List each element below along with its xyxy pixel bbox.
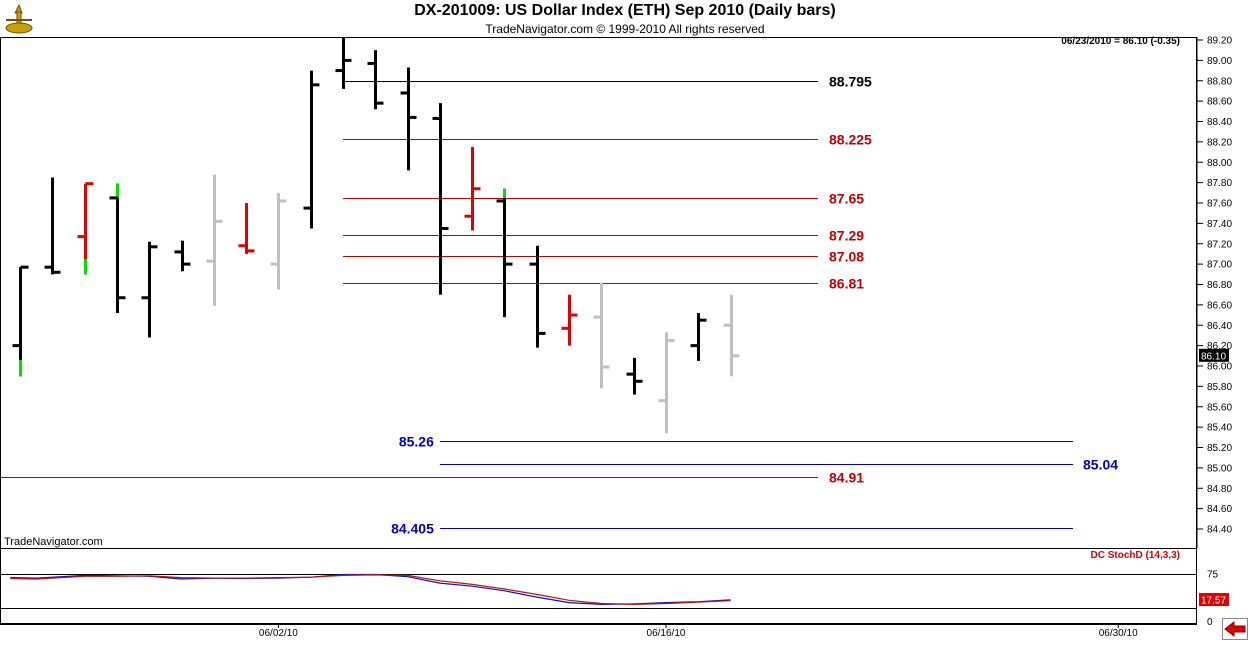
y-tick-label: 88.00 — [1207, 158, 1232, 169]
y-tick-label: 87.20 — [1207, 239, 1232, 250]
level-label: 86.81 — [829, 276, 864, 292]
y-tick-label: 85.00 — [1207, 463, 1232, 474]
y-tick-label: 85.20 — [1207, 443, 1232, 454]
ohlc-bar — [496, 188, 513, 318]
y-tick-label: 85.40 — [1207, 423, 1232, 434]
scroll-left-arrow-icon[interactable] — [1222, 618, 1248, 640]
y-tick-label: 84.80 — [1207, 484, 1232, 495]
y-tick-label: 85.80 — [1207, 382, 1232, 393]
ohlc-bar — [206, 174, 223, 306]
stoch-last-label: 17.57 — [1201, 596, 1226, 607]
ohlc-bar — [44, 177, 61, 275]
ohlc-bar — [593, 282, 610, 389]
stoch-series-line — [10, 574, 731, 606]
y-tick-label: 87.60 — [1207, 199, 1232, 210]
ohlc-bar — [367, 50, 384, 110]
y-tick-label: 84.40 — [1207, 525, 1232, 536]
y-tick-label: 88.20 — [1207, 137, 1232, 148]
y-tick-label: 89.00 — [1207, 56, 1232, 67]
indicator-panel-border — [0, 548, 1197, 624]
y-tick-label: 85.60 — [1207, 402, 1232, 413]
y-tick-label: 88.60 — [1207, 97, 1232, 108]
indicator-label: DC StochD (14,3,3) — [1090, 550, 1180, 561]
y-tick-label: 86.40 — [1207, 321, 1232, 332]
ohlc-bar — [238, 203, 255, 254]
ohlc-bar — [658, 332, 675, 434]
stoch-last-box — [1199, 593, 1229, 607]
stoch-tick-0: 0 — [1207, 617, 1213, 628]
ohlc-bar — [432, 103, 449, 295]
date-label: 06/02/10 — [259, 628, 298, 639]
ohlc-bar — [335, 37, 352, 89]
y-tick-label: 86.00 — [1207, 362, 1232, 373]
level-label: 87.29 — [829, 228, 864, 244]
chart-title: DX-201009: US Dollar Index (ETH) Sep 201… — [414, 2, 836, 19]
level-label: 88.795 — [829, 74, 872, 90]
date-label: 06/30/10 — [1099, 628, 1138, 639]
y-tick-label: 88.80 — [1207, 76, 1232, 87]
ohlc-bar — [723, 294, 740, 377]
y-tick-label: 86.20 — [1207, 341, 1232, 352]
y-tick-label: 84.60 — [1207, 504, 1232, 515]
level-label: 88.225 — [829, 132, 872, 148]
last-price-box — [1199, 348, 1229, 362]
price-panel-border — [0, 37, 1197, 549]
level-label: 84.405 — [391, 521, 434, 537]
ohlc-bar — [270, 192, 287, 290]
ohlc-bar — [174, 240, 191, 272]
date-label: 06/16/10 — [647, 628, 686, 639]
y-tick-label: 87.80 — [1207, 178, 1232, 189]
ohlc-bar — [690, 313, 707, 361]
ohlc-bar — [109, 183, 126, 314]
ohlc-bar — [529, 245, 546, 348]
ohlc-bar — [464, 146, 481, 231]
last-price-label: 86.10 — [1201, 351, 1226, 362]
level-label: 87.08 — [829, 249, 864, 265]
y-tick-label: 86.80 — [1207, 280, 1232, 291]
stoch-tick-75: 75 — [1207, 570, 1219, 581]
y-tick-label: 89.20 — [1207, 36, 1232, 47]
level-label: 85.04 — [1083, 457, 1118, 473]
ohlc-bar — [626, 357, 643, 395]
ohlc-bar — [12, 265, 29, 377]
level-label: 85.26 — [399, 434, 434, 450]
ohlc-bar — [141, 241, 158, 338]
stoch-series-line — [10, 573, 731, 606]
y-tick-label: 88.40 — [1207, 117, 1232, 128]
ohlc-bar — [303, 70, 320, 229]
watermark-text: TradeNavigator.com — [4, 536, 103, 548]
y-tick-label: 86.60 — [1207, 300, 1232, 311]
price-readout: 06/23/2010 = 86.10 (-0.35) — [1061, 36, 1180, 47]
ohlc-bar — [400, 67, 417, 171]
ohlc-bar — [561, 294, 578, 346]
tradenavigator-logo-icon — [2, 2, 36, 36]
copyright-subtitle: TradeNavigator.com © 1999-2010 All right… — [485, 22, 765, 36]
level-label: 87.65 — [829, 191, 864, 207]
y-tick-label: 87.40 — [1207, 219, 1232, 230]
ohlc-bar — [77, 182, 94, 275]
y-tick-label: 87.00 — [1207, 260, 1232, 271]
level-label: 84.91 — [829, 470, 864, 486]
